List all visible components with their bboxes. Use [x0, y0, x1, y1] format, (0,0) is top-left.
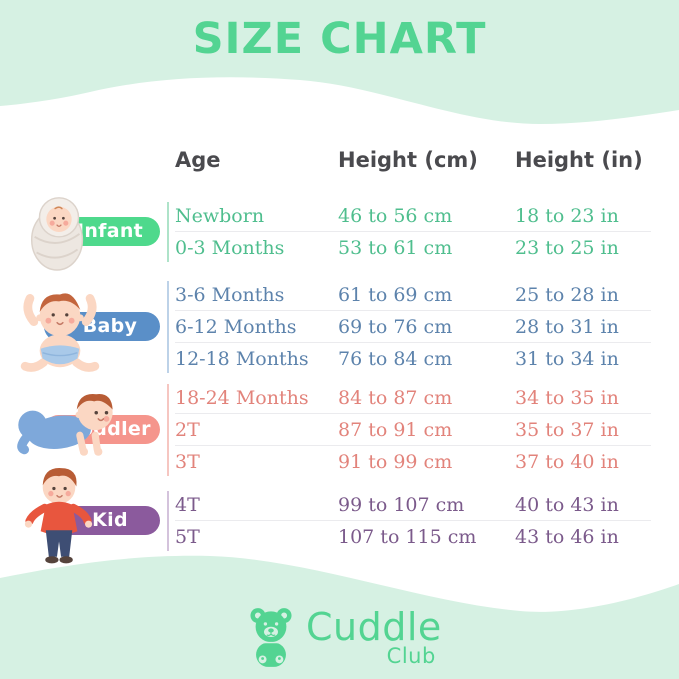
table-row: 18-24 Months 84 to 87 cm 34 to 35 in: [0, 382, 679, 414]
height-cm-cell: 91 to 99 cm: [338, 451, 453, 473]
row-divider: [175, 231, 651, 232]
page-title: SIZE CHART: [192, 14, 487, 64]
height-cm-cell: 46 to 56 cm: [338, 205, 453, 227]
group-separator-line: [167, 202, 169, 262]
group-rows: Newborn 46 to 56 cm 18 to 23 in 0-3 Mont…: [0, 200, 679, 264]
age-cell: 4T: [175, 494, 200, 516]
height-in-cell: 34 to 35 in: [515, 387, 619, 409]
height-cm-cell: 87 to 91 cm: [338, 419, 453, 441]
row-divider: [175, 342, 651, 343]
kid-illustration: [24, 468, 93, 564]
height-in-cell: 31 to 34 in: [515, 348, 619, 370]
group-badge-label: Baby: [82, 315, 138, 337]
table-row: Newborn 46 to 56 cm 18 to 23 in: [0, 200, 679, 232]
age-cell: Newborn: [175, 205, 265, 227]
height-cm-cell: 107 to 115 cm: [338, 526, 477, 548]
row-divider: [175, 520, 651, 521]
baby-illustration: [20, 293, 100, 372]
column-header-age: Age: [175, 148, 221, 172]
height-cm-cell: 69 to 76 cm: [338, 316, 453, 338]
table-row: 6-12 Months 69 to 76 cm 28 to 31 in: [0, 310, 679, 343]
row-divider: [175, 310, 651, 311]
age-cell: 6-12 Months: [175, 316, 297, 338]
group-rows: 4T 99 to 107 cm 40 to 43 in 5T 107 to 11…: [0, 489, 679, 553]
height-in-cell: 35 to 37 in: [515, 419, 619, 441]
age-cell: 12-18 Months: [175, 348, 309, 370]
teddy-bear-icon: [250, 608, 292, 667]
column-header-height-cm: Height (cm): [338, 148, 478, 172]
table-row: 3T 91 to 99 cm 37 to 40 in: [0, 445, 679, 478]
column-header-height-in: Height (in): [515, 148, 643, 172]
table-row: 4T 99 to 107 cm 40 to 43 in: [0, 489, 679, 521]
row-divider: [175, 413, 651, 414]
size-group-kid: Kid 4T 99 to 107 cm 40 to 43 in 5T 107 t…: [0, 468, 679, 564]
height-in-cell: 18 to 23 in: [515, 205, 619, 227]
group-separator-line: [167, 281, 169, 373]
height-in-cell: 25 to 28 in: [515, 284, 619, 306]
row-divider: [175, 445, 651, 446]
infant-illustration: [30, 197, 84, 271]
height-cm-cell: 76 to 84 cm: [338, 348, 453, 370]
group-badge-label: Kid: [92, 509, 128, 531]
group-rows: 18-24 Months 84 to 87 cm 34 to 35 in 2T …: [0, 382, 679, 478]
table-row: 5T 107 to 115 cm 43 to 46 in: [0, 520, 679, 553]
group-separator-line: [167, 384, 169, 476]
brand-name: Cuddle: [306, 605, 442, 649]
brand-logo: Cuddle Club: [243, 606, 442, 668]
age-cell: 3-6 Months: [175, 284, 285, 306]
height-in-cell: 23 to 25 in: [515, 237, 619, 259]
age-cell: 3T: [175, 451, 200, 473]
brand-text: Cuddle Club: [306, 606, 442, 668]
group-separator-line: [167, 491, 169, 551]
group-rows: 3-6 Months 61 to 69 cm 25 to 28 in 6-12 …: [0, 279, 679, 375]
table-row: 12-18 Months 76 to 84 cm 31 to 34 in: [0, 342, 679, 375]
table-row: 2T 87 to 91 cm 35 to 37 in: [0, 413, 679, 446]
table-header-row: Age Height (cm) Height (in): [0, 148, 679, 178]
toddler-illustration: [17, 394, 113, 456]
height-cm-cell: 84 to 87 cm: [338, 387, 453, 409]
height-in-cell: 37 to 40 in: [515, 451, 619, 473]
height-in-cell: 40 to 43 in: [515, 494, 619, 516]
size-group-toddler: Toddler 18-24 Months 84 to 87 cm 34 to 3…: [0, 382, 679, 478]
size-group-baby: Baby 3-6 Months 61 to 69 cm 25 to 28 in …: [0, 279, 679, 375]
age-cell: 0-3 Months: [175, 237, 285, 259]
age-cell: 18-24 Months: [175, 387, 309, 409]
age-cell: 2T: [175, 419, 200, 441]
height-cm-cell: 99 to 107 cm: [338, 494, 465, 516]
group-badge-label: Infant: [76, 220, 144, 242]
age-cell: 5T: [175, 526, 200, 548]
height-cm-cell: 53 to 61 cm: [338, 237, 453, 259]
height-in-cell: 28 to 31 in: [515, 316, 619, 338]
height-in-cell: 43 to 46 in: [515, 526, 619, 548]
table-row: 3-6 Months 61 to 69 cm 25 to 28 in: [0, 279, 679, 311]
height-cm-cell: 61 to 69 cm: [338, 284, 453, 306]
table-row: 0-3 Months 53 to 61 cm 23 to 25 in: [0, 231, 679, 264]
size-group-infant: Infant Newborn 46 to 56 cm 18 to 23 in 0…: [0, 197, 679, 271]
